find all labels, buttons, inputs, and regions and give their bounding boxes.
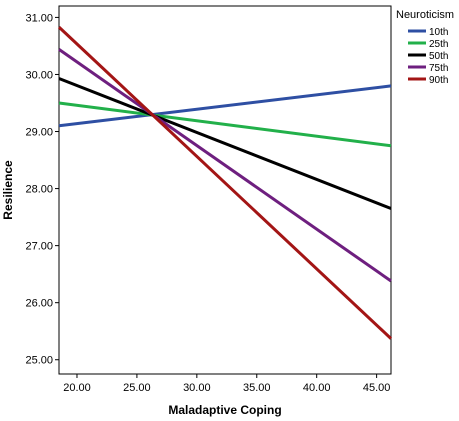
y-tick-label: 31.00 xyxy=(25,12,53,24)
y-tick-label: 26.00 xyxy=(25,298,53,310)
y-tick-label: 28.00 xyxy=(25,184,53,196)
y-axis: 25.00 26.00 27.00 28.00 29.00 30.00 31.00 xyxy=(25,12,59,367)
legend-label-50th: 50th xyxy=(429,51,448,62)
x-tick-label: 45.00 xyxy=(363,382,391,394)
x-tick-label: 35.00 xyxy=(243,382,271,394)
series-line-10th xyxy=(58,84,392,128)
x-tick-label: 20.00 xyxy=(63,382,91,394)
legend-label-10th: 10th xyxy=(429,27,448,38)
series-line-75th xyxy=(58,48,392,283)
y-tick-label: 27.00 xyxy=(25,241,53,253)
series-line-25th xyxy=(58,101,392,148)
y-tick-label: 29.00 xyxy=(25,127,53,139)
x-tick-label: 25.00 xyxy=(123,382,151,394)
y-tick-label: 25.00 xyxy=(25,355,53,367)
x-tick-label: 30.00 xyxy=(183,382,211,394)
plot-area xyxy=(58,5,392,375)
legend-title: Neuroticism xyxy=(396,9,454,21)
x-axis-title: Maladaptive Coping xyxy=(168,403,281,417)
series-line-50th xyxy=(58,77,392,210)
legend-label-75th: 75th xyxy=(429,63,448,74)
legend-label-25th: 25th xyxy=(429,39,448,50)
x-tick-label: 40.00 xyxy=(303,382,331,394)
legend-label-90th: 90th xyxy=(429,75,448,86)
y-axis-title: Resilience xyxy=(1,160,15,220)
y-tick-label: 30.00 xyxy=(25,69,53,81)
series-line-90th xyxy=(57,26,393,340)
series-lines xyxy=(57,26,393,340)
x-axis: 20.00 25.00 30.00 35.00 40.00 45.00 xyxy=(63,374,390,394)
